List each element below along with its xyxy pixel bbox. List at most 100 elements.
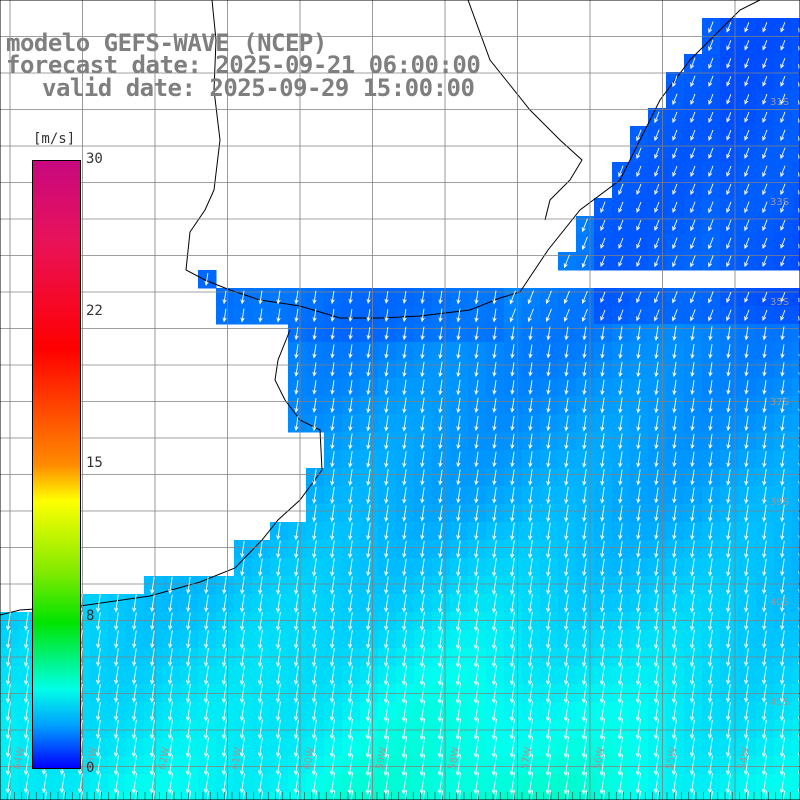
wind-arrow (312, 683, 317, 704)
wind-speed-cell (738, 792, 757, 800)
wind-arrow (710, 791, 713, 800)
wind-arrow (168, 612, 173, 631)
wind-arrow (528, 486, 533, 505)
wind-arrow (654, 309, 660, 322)
wind-arrow (474, 290, 479, 305)
wind-arrow (546, 629, 551, 650)
wind-arrow (762, 147, 768, 160)
wind-arrow (510, 487, 515, 504)
wind-arrow (762, 292, 768, 303)
wind-arrow (528, 362, 533, 377)
latitude-label: 40S (770, 597, 789, 608)
wind-arrow (402, 505, 407, 522)
wind-arrow (474, 433, 479, 450)
wind-arrow (744, 576, 749, 595)
wind-arrow (240, 290, 245, 305)
wind-arrow (401, 736, 408, 759)
wind-arrow (708, 362, 713, 377)
wind-arrow (744, 648, 749, 667)
wind-arrow (726, 451, 731, 468)
wind-arrow (96, 594, 101, 613)
wind-arrow (455, 736, 461, 759)
wind-arrow (780, 540, 785, 559)
wind-arrow (206, 791, 209, 800)
wind-arrow (708, 504, 713, 523)
wind-arrow (636, 523, 641, 540)
colorbar-tick-22: 22 (86, 303, 103, 319)
wind-speed-cell (792, 792, 800, 800)
wind-arrow (708, 344, 713, 359)
wind-arrow (348, 309, 353, 322)
wind-speed-cell (396, 792, 415, 800)
wind-arrow (726, 380, 731, 395)
wind-arrow (186, 576, 191, 595)
wind-arrow (725, 755, 731, 776)
wind-arrow (456, 576, 461, 595)
wind-arrow (582, 362, 587, 377)
wind-arrow (563, 254, 570, 269)
wind-arrow (600, 291, 606, 303)
wind-arrow (599, 772, 606, 795)
wind-arrow (492, 326, 497, 341)
wind-speed-cell (792, 522, 800, 541)
wind-arrow (366, 630, 371, 649)
wind-arrow (671, 719, 677, 740)
wind-arrow (582, 486, 587, 505)
wind-arrow (330, 362, 335, 377)
wind-arrow (708, 183, 714, 196)
wind-arrow (654, 165, 660, 177)
wind-arrow (744, 362, 749, 377)
wind-arrow (671, 737, 677, 758)
wind-arrow (365, 665, 371, 686)
wind-arrow (312, 362, 317, 377)
wind-arrow (330, 451, 335, 468)
wind-speed-cell (792, 414, 800, 433)
wind-arrow (636, 594, 641, 613)
wind-arrow (762, 648, 767, 667)
wind-arrow (438, 379, 443, 396)
wind-arrow (203, 773, 209, 794)
wind-arrow (636, 611, 641, 631)
wind-arrow (420, 361, 425, 378)
wind-arrow (620, 790, 623, 800)
wind-arrow (276, 290, 281, 305)
wind-arrow (762, 309, 768, 322)
wind-arrow (509, 718, 515, 740)
wind-arrow (528, 611, 533, 632)
wind-arrow (312, 540, 317, 559)
wind-arrow (762, 76, 768, 87)
wind-arrow (618, 326, 623, 341)
wind-arrow (240, 308, 245, 323)
wind-arrow (438, 576, 443, 595)
wind-arrow (473, 593, 479, 614)
wind-arrow (401, 629, 407, 650)
wind-arrow (600, 201, 606, 214)
wind-arrow (492, 504, 497, 523)
wind-arrow (437, 718, 444, 741)
wind-arrow (546, 469, 551, 486)
wind-arrow (204, 630, 209, 649)
wind-speed-cell (180, 792, 199, 800)
wind-arrow (509, 593, 515, 614)
wind-arrow (744, 58, 750, 69)
wind-arrow (708, 309, 714, 322)
wind-arrow (402, 576, 407, 595)
wind-speed-cell (792, 234, 800, 253)
wind-arrow (348, 397, 353, 414)
wind-arrow (564, 451, 569, 468)
wind-arrow (744, 344, 749, 359)
wind-arrow (348, 433, 353, 450)
wind-arrow (383, 647, 389, 668)
wind-arrow (780, 219, 786, 232)
wind-arrow (618, 505, 623, 522)
wind-arrow (546, 594, 551, 613)
wind-arrow (780, 201, 786, 214)
wind-arrow (186, 594, 191, 613)
wind-arrow (617, 700, 623, 723)
wind-arrow (167, 755, 173, 776)
wind-arrow (350, 790, 354, 800)
wind-arrow (419, 736, 426, 759)
wind-arrow (366, 540, 371, 559)
wind-arrow (330, 665, 335, 686)
wind-speed-cell (108, 792, 127, 800)
